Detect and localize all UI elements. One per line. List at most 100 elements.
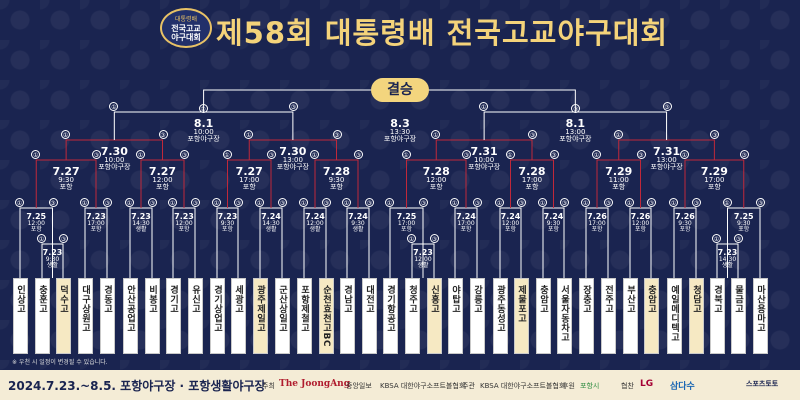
round-mark: ① <box>407 234 416 243</box>
host-label: 주최 <box>262 382 275 390</box>
round-mark: ① <box>479 102 489 111</box>
team-slot: 대구상원고 <box>78 278 93 354</box>
round-mark: ③ <box>48 198 58 207</box>
game-venue: 포항 <box>679 226 691 233</box>
round-mark: ① <box>401 150 411 159</box>
game-venue: 포항 <box>460 226 472 233</box>
team-name: 포항제철고 <box>299 285 309 333</box>
team-slot: 군산상일고 <box>275 278 290 354</box>
team-slot: 전주고 <box>601 278 616 354</box>
team-slot: 경북고 <box>710 278 725 354</box>
team-slot: 포항제철고 <box>297 278 312 354</box>
team-name: 경남고 <box>342 285 352 314</box>
round-mark: ③ <box>322 198 331 207</box>
team-slot: 경기고 <box>166 278 181 354</box>
game-venue: 포항 <box>242 183 256 191</box>
game-date: 7.30 <box>100 145 128 158</box>
emblem-line2: 전국고교 <box>171 23 201 33</box>
game-venue: 생활 <box>417 262 429 269</box>
emblem-line1: 대통령배 <box>174 15 198 23</box>
game-venue: 생활 <box>309 226 321 233</box>
sf-game-info: 8.1 10:00 포항야구장 <box>180 118 228 143</box>
game-venue: 포항 <box>707 183 721 191</box>
r1-game-info: 7.23 17:00 포항 <box>72 213 120 233</box>
team-slot: 서울자동차고 <box>557 278 572 354</box>
round-mark: ① <box>310 150 319 159</box>
r16-game-info: 7.28 17:00 포항 <box>508 166 556 191</box>
round-mark: ③ <box>604 198 613 207</box>
round-mark: ① <box>431 130 441 139</box>
team-slot: 비봉고 <box>145 278 160 354</box>
round-mark: ① <box>450 198 459 207</box>
game-venue: 생활 <box>265 226 277 233</box>
round-mark: ③ <box>528 130 537 139</box>
game-time: 14:30 <box>718 256 737 263</box>
round-mark: ③ <box>103 198 112 207</box>
game-time: 9:30 <box>328 176 345 184</box>
game-time: 17:00 <box>704 176 725 184</box>
sponsor-label: 후원 <box>562 382 575 390</box>
game-venue: 포항야구장 <box>468 163 501 171</box>
round-mark: ① <box>722 198 732 207</box>
partner-sportstoto: 스포츠토토 <box>746 380 779 388</box>
round-mark: ③ <box>92 150 101 159</box>
r1-game-info: 7.24 14:30 생활 <box>247 213 295 233</box>
round-mark: ① <box>625 198 634 207</box>
game-time: 12:00 <box>414 256 432 263</box>
round-mark: ① <box>613 130 623 139</box>
game-venue: 포항 <box>612 183 626 191</box>
game-time: 11:00 <box>608 176 629 184</box>
rain-note: ※ 우천 시 일정이 변경될 수 있습니다. <box>12 359 108 366</box>
round-mark: ③ <box>59 234 68 243</box>
team-slot: 경기상업고 <box>210 278 225 354</box>
round-mark: ③ <box>430 234 439 243</box>
game-time: 9:30 <box>737 220 751 227</box>
round-mark: ① <box>31 150 41 159</box>
r1-game-info: 7.23 12:00 생활 <box>399 249 447 269</box>
round-mark: ③ <box>462 150 471 159</box>
game-date: 8.1 <box>193 117 214 130</box>
team-slot: 충훈고 <box>35 278 50 354</box>
game-venue: 포항야구장 <box>187 135 220 143</box>
team-name: 대구상원고 <box>80 285 90 333</box>
team-slot: 신흥고 <box>427 278 442 354</box>
sponsor-pohang: 포항시 <box>580 382 600 390</box>
game-date: 7.24 <box>348 212 368 221</box>
game-time: 13:00 <box>282 156 303 164</box>
game-date: 7.25 <box>396 212 417 221</box>
r1-game-info: 7.23 9:30 포항 <box>204 213 252 233</box>
poster-title: 제58회 대통령배 전국고교야구대회 <box>216 16 669 50</box>
game-venue: 생활 <box>46 262 59 269</box>
game-time: 17:00 <box>239 176 260 184</box>
game-time: 9:30 <box>220 220 235 227</box>
game-date: 7.24 <box>305 212 325 221</box>
game-venue: 포항야구장 <box>276 163 309 171</box>
team-name: 강릉고 <box>472 285 482 314</box>
game-time: 17:00 <box>457 220 475 227</box>
game-venue: 포항 <box>30 226 42 233</box>
round-mark: ① <box>37 234 46 243</box>
team-name: 예일메디텍고 <box>669 285 679 342</box>
round-mark: ③ <box>636 150 646 159</box>
game-date: 7.28 <box>422 165 450 178</box>
game-venue: 포항 <box>547 226 560 233</box>
round-mark: ① <box>168 198 177 207</box>
r16-game-info: 7.28 12:00 포항 <box>412 166 460 191</box>
game-venue: 포항 <box>330 183 343 191</box>
round-mark: ③ <box>692 198 701 207</box>
game-date: 7.23 <box>131 212 151 221</box>
team-slot: 충암고 <box>536 278 551 354</box>
final-badge: 결승 <box>371 78 429 102</box>
game-time: 14:30 <box>262 220 280 227</box>
r16-game-info: 7.27 9:30 포항 <box>42 166 90 191</box>
tournament-emblem: 대통령배 전국고교 야구대회 <box>160 8 212 48</box>
team-name: 덕수고 <box>58 285 68 314</box>
game-time: 13:00 <box>656 156 677 164</box>
game-time: 12:00 <box>27 220 45 227</box>
game-venue: 포항 <box>504 226 517 233</box>
game-time: 12:00 <box>501 220 520 227</box>
game-time: 17:00 <box>588 220 606 227</box>
team-slot: 야탑고 <box>448 278 463 354</box>
r16-game-info: 7.28 9:30 포항 <box>313 166 361 191</box>
round-mark: ① <box>669 198 678 207</box>
